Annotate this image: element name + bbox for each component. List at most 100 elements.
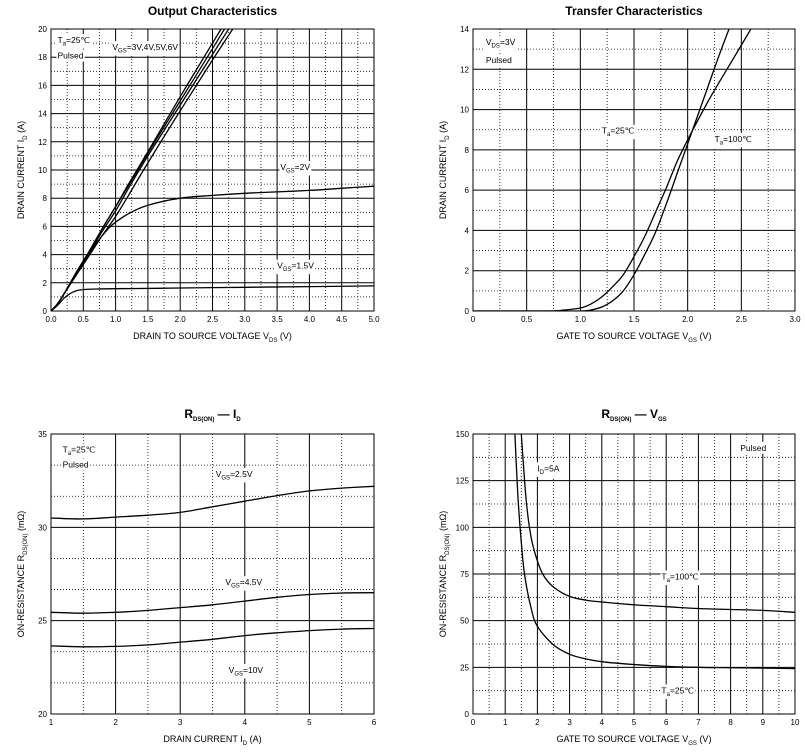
annotation-bg	[276, 259, 316, 275]
y-tick-label: 6	[465, 186, 470, 195]
chart-annotation: VGS=3V,4V,5V,6V	[112, 42, 178, 55]
x-tick-label: 5	[307, 718, 312, 727]
y-tick-label: 25	[460, 663, 469, 672]
y-tick-label: 8	[465, 146, 470, 155]
series-line-1	[520, 434, 795, 613]
x-tick-label: 1.0	[575, 315, 587, 324]
x-tick-label: 7	[696, 718, 701, 727]
x-tick-label: 10	[791, 718, 800, 727]
chart-annotation: Ta=25℃	[661, 685, 694, 698]
y-tick-label: 2	[465, 267, 470, 276]
annotation-bg	[600, 124, 636, 140]
annotation-bg	[224, 576, 264, 591]
y-tick-label: 100	[456, 523, 470, 532]
annotation-bg	[214, 467, 254, 483]
y-tick-label: 20	[38, 710, 47, 719]
y-tick-label: 50	[460, 617, 469, 626]
plot-frame	[472, 28, 796, 312]
y-axis-label: ON-RESISTANCE RDS(ON) (mΩ)	[16, 511, 29, 637]
y-tick-label: 2	[43, 279, 48, 288]
x-axis-label: GATE TO SOURCE VOLTAGE VGS (V)	[557, 734, 712, 747]
x-tick-label: 0.5	[521, 315, 533, 324]
y-tick-label: 12	[38, 138, 47, 147]
annotation-bg	[61, 443, 97, 459]
x-tick-label: 0	[471, 315, 476, 324]
chart-title: Transfer Characteristics	[565, 4, 703, 18]
chart-annotation: VGS=10V	[229, 665, 264, 678]
annotation-bg	[56, 49, 85, 62]
plot-frame	[50, 433, 375, 715]
chart-annotation: VGS=4.5V	[225, 577, 262, 590]
chart-rds_vgs: 0 1 2 3 4 5 6 7 8 9 100255075100125150PulsedID=5AT…	[438, 407, 800, 747]
series-line-2	[514, 434, 795, 670]
y-axis-label: DRAIN CURRENT ID (A)	[438, 121, 451, 219]
x-tick-label: 6	[664, 718, 669, 727]
x-axis-label: DRAIN CURRENT ID (A)	[163, 734, 261, 747]
y-tick-label: 14	[38, 110, 47, 119]
y-tick-label: 35	[38, 430, 47, 439]
x-tick-label: 1.5	[142, 315, 154, 324]
chart-annotation: Pulsed	[57, 51, 83, 61]
chart-transfer: 0 0.5 1.0 1.5 2.0 2.5 3.0 0 2 4 6 8 10 12 14 VDS=3V Puls…	[438, 4, 801, 344]
chart-annotation: Ta=25℃	[57, 35, 90, 48]
y-axis-label: DRAIN CURRENT ID (A)	[16, 121, 29, 219]
x-axis-label: GATE TO SOURCE VOLTAGE VGS (V)	[557, 331, 712, 344]
x-tick-label: 1	[49, 718, 54, 727]
x-tick-label: 2.5	[736, 315, 748, 324]
annotation-bg	[56, 34, 92, 49]
x-tick-label: 5.0	[368, 315, 380, 324]
annotation-bg	[227, 663, 265, 679]
chart-annotation: Ta=100℃	[661, 572, 699, 585]
y-tick-label: 6	[43, 222, 48, 231]
x-tick-label: 0.5	[78, 315, 90, 324]
series-line-2	[51, 592, 374, 614]
chart-title: RDS(ON) — ID	[184, 407, 241, 423]
x-tick-label: 3	[567, 718, 572, 727]
y-tick-label: 4	[43, 251, 48, 260]
chart-annotation: Ta=25℃	[63, 445, 96, 458]
chart-annotation: Ta=25℃	[602, 126, 635, 139]
y-tick-label: 8	[43, 194, 48, 203]
y-tick-label: 25	[38, 617, 47, 626]
x-tick-label: 5	[632, 718, 637, 727]
chart-annotation: Pulsed	[740, 443, 766, 453]
chart-title: RDS(ON) — VGS	[601, 407, 666, 423]
annotation-bg	[484, 54, 514, 67]
chart-annotation: ID=5A	[537, 463, 559, 476]
x-tick-label: 2	[535, 718, 540, 727]
y-tick-label: 0	[43, 307, 48, 316]
annotation-bg	[660, 570, 701, 586]
x-tick-label: 3.5	[272, 315, 284, 324]
annotation-bg	[536, 462, 561, 477]
x-tick-label: 0	[471, 718, 476, 727]
annotation-bg	[61, 458, 90, 471]
series-line-2	[473, 29, 752, 311]
x-tick-label: 1	[503, 718, 508, 727]
annotation-bg	[484, 36, 517, 51]
series-line-1	[473, 29, 730, 311]
x-axis-label: DRAIN TO SOURCE VOLTAGE VDS (V)	[133, 331, 292, 344]
y-tick-label: 16	[38, 81, 47, 90]
y-tick-label: 0	[465, 307, 470, 316]
plot-frame	[50, 28, 375, 312]
y-tick-label: 18	[38, 53, 47, 62]
x-tick-label: 4.5	[336, 315, 348, 324]
x-tick-label: 0.0	[45, 315, 57, 324]
x-tick-label: 1.5	[628, 315, 640, 324]
annotation-bg	[279, 161, 312, 176]
x-tick-label: 3.0	[789, 315, 801, 324]
chart-annotation: VGS=1.5V	[277, 261, 314, 274]
y-tick-label: 30	[38, 523, 47, 532]
y-tick-label: 10	[460, 106, 469, 115]
chart-annotation: VDS=3V	[486, 37, 516, 50]
chart-annotation: Pulsed	[63, 460, 89, 470]
x-tick-label: 1.0	[110, 315, 122, 324]
chart-annotation: VGS=2.5V	[216, 469, 253, 482]
y-tick-label: 14	[460, 25, 469, 34]
series-line-5	[51, 185, 374, 311]
y-tick-label: 4	[465, 226, 470, 235]
x-tick-label: 2	[113, 718, 118, 727]
y-tick-label: 20	[38, 25, 47, 34]
x-tick-label: 3	[178, 718, 183, 727]
